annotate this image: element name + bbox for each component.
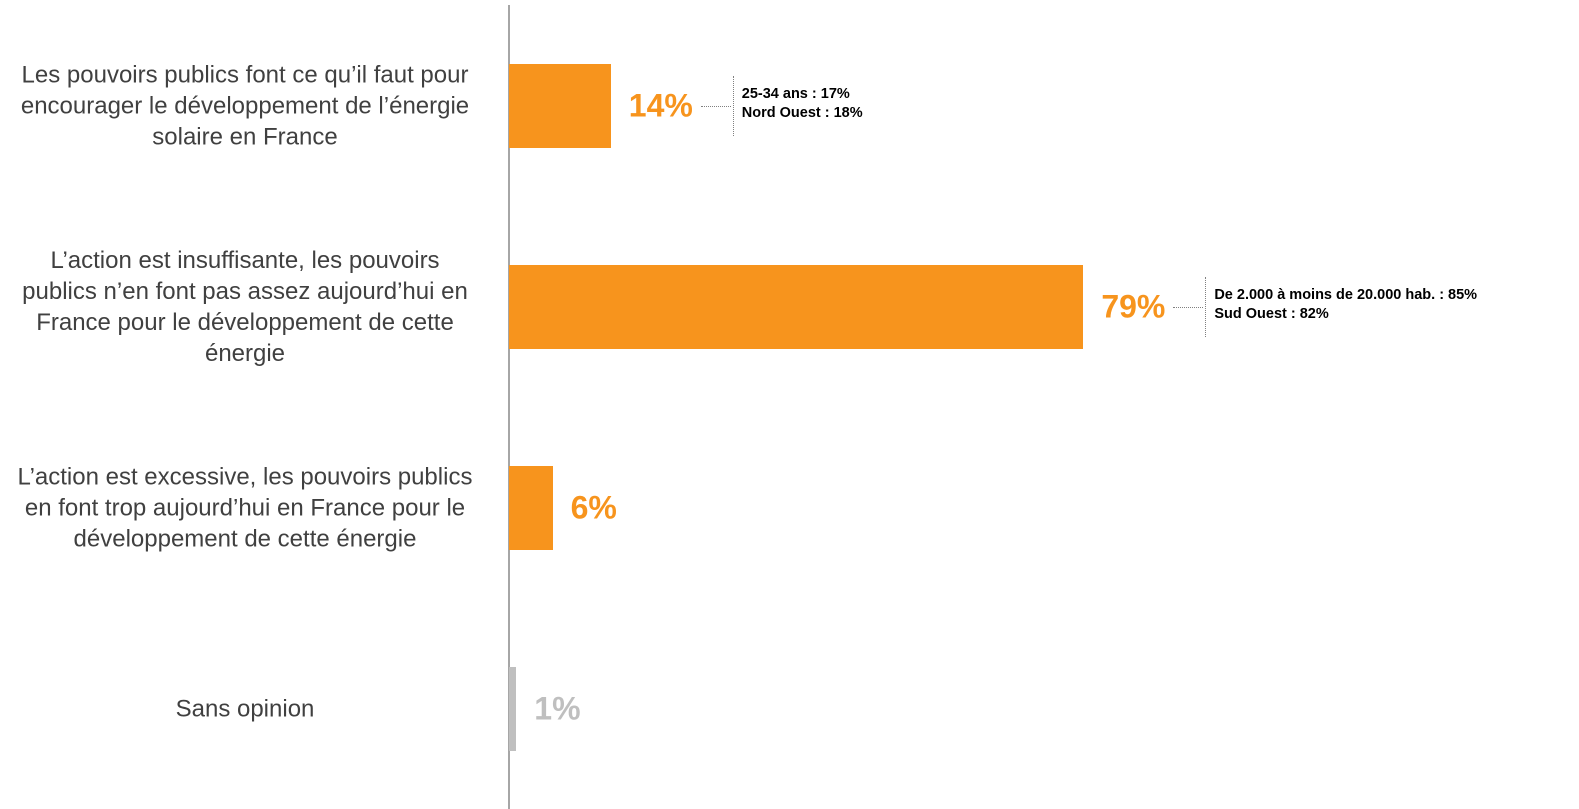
annotation: Nord Ouest : 18% xyxy=(741,104,863,121)
connector xyxy=(1173,306,1204,308)
category-label: Sans opinion xyxy=(175,695,315,722)
value-label: 79% xyxy=(1101,288,1166,324)
category-label: L’action est insuffisante, les pouvoirs … xyxy=(22,246,468,367)
bar xyxy=(509,666,517,751)
value-label: 6% xyxy=(570,489,617,525)
bar xyxy=(509,465,553,550)
bar xyxy=(509,63,611,148)
bar xyxy=(509,264,1084,349)
bracket xyxy=(732,75,734,136)
bracket xyxy=(1205,276,1207,337)
category-label: L’action est excessive, les pouvoirs pub… xyxy=(17,463,473,552)
annotation: 25-34 ans : 17% xyxy=(741,85,850,102)
annotation: Sud Ouest : 82% xyxy=(1214,305,1329,322)
annotation: De 2.000 à moins de 20.000 hab. : 85% xyxy=(1214,286,1478,303)
axis-line xyxy=(508,5,510,809)
value-label: 14% xyxy=(628,87,693,123)
value-label: 1% xyxy=(534,690,581,726)
connector xyxy=(700,105,731,107)
category-label: Les pouvoirs publics font ce qu’il faut … xyxy=(20,61,470,150)
